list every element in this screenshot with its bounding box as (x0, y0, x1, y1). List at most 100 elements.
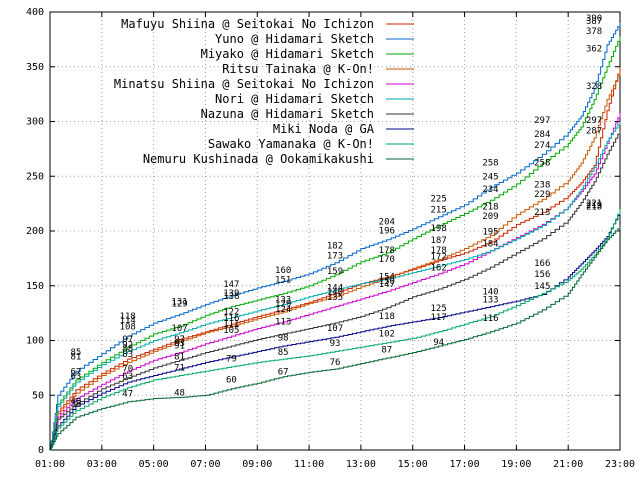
legend-label-0: Mafuyu Shiina @ Seitokai No Ichizon (121, 17, 374, 31)
data-label: 91 (174, 341, 185, 351)
data-label: 93 (174, 339, 185, 349)
data-label: 159 (327, 267, 343, 277)
data-label: 85 (70, 348, 81, 358)
y-tick-label: 200 (26, 226, 44, 237)
legend-label-4: Minatsu Shiina @ Seitokai No Ichizon (114, 77, 374, 91)
data-label: 209 (482, 212, 498, 222)
y-tick-label: 50 (32, 390, 44, 401)
data-label: 154 (379, 272, 395, 282)
legend-label-5: Nori @ Hidamari Sketch (215, 92, 374, 106)
data-label: 125 (431, 304, 447, 314)
series-line-7 (50, 211, 621, 451)
data-label: 218 (586, 202, 602, 212)
data-label: 111 (223, 319, 239, 329)
data-label: 258 (534, 158, 550, 168)
data-label: 67 (70, 368, 81, 378)
legend-label-7: Miki Noda @ GA (273, 122, 375, 136)
data-label: 140 (327, 288, 343, 298)
x-tick-label: 23:00 (605, 459, 635, 470)
data-label: 182 (327, 242, 343, 252)
data-label: 79 (226, 354, 237, 364)
x-tick-label: 19:00 (501, 459, 531, 470)
data-label: 144 (327, 283, 343, 293)
data-label: 150 (379, 277, 395, 287)
data-label: 98 (278, 334, 289, 344)
y-tick-label: 0 (38, 445, 44, 456)
x-tick-label: 11:00 (294, 459, 324, 470)
x-tick-label: 05:00 (139, 459, 169, 470)
legend-label-1: Yuno @ Hidamari Sketch (215, 32, 374, 46)
data-label: 85 (278, 348, 289, 358)
data-label: 102 (379, 329, 395, 339)
data-label: 93 (330, 339, 341, 349)
data-label: 225 (431, 195, 447, 205)
data-label: 173 (327, 252, 343, 262)
data-label: 362 (586, 45, 602, 55)
data-label: 87 (381, 346, 392, 356)
data-label: 40 (70, 397, 81, 407)
data-label: 139 (223, 289, 239, 299)
data-label: 198 (431, 224, 447, 234)
x-tick-label: 13:00 (346, 459, 376, 470)
data-label: 162 (431, 264, 447, 274)
data-label: 97 (174, 335, 185, 345)
y-tick-label: 100 (26, 336, 44, 347)
data-label: 113 (275, 317, 291, 327)
data-label: 133 (275, 295, 291, 305)
data-label: 178 (379, 246, 395, 256)
legend-label-2: Miyako @ Hidamari Sketch (201, 47, 374, 61)
data-label: 117 (431, 313, 447, 323)
data-label: 184 (482, 240, 498, 250)
data-label: 147 (379, 280, 395, 290)
series-line-8 (50, 209, 621, 451)
data-label: 297 (586, 116, 602, 126)
data-label: 145 (534, 282, 550, 292)
data-label: 133 (482, 295, 498, 305)
data-label: 71 (174, 363, 185, 373)
data-label: 195 (482, 227, 498, 237)
data-label: 136 (223, 292, 239, 302)
data-label: 60 (226, 375, 237, 385)
series-line-3 (50, 71, 621, 451)
data-label: 221 (586, 199, 602, 209)
data-label: 107 (327, 324, 343, 334)
data-label: 178 (431, 246, 447, 256)
data-label: 258 (482, 158, 498, 168)
data-label: 166 (534, 259, 550, 269)
data-label: 97 (122, 335, 133, 345)
legend-label-9: Nemuru Kushinada @ Ookamikakushi (143, 152, 374, 166)
data-label: 118 (379, 312, 395, 322)
series-line-6 (50, 130, 621, 451)
data-label: 81 (174, 352, 185, 362)
data-label: 131 (171, 298, 187, 308)
data-label: 204 (379, 218, 395, 228)
series-line-2 (50, 36, 621, 451)
series-line-0 (50, 66, 621, 451)
series-line-5 (50, 121, 621, 451)
data-label: 129 (275, 300, 291, 310)
legend-label-8: Sawako Yamanaka @ K-On! (208, 137, 374, 151)
data-label: 105 (223, 326, 239, 336)
x-tick-label: 21:00 (553, 459, 583, 470)
data-label: 172 (431, 253, 447, 263)
data-label: 81 (70, 352, 81, 362)
y-tick-label: 250 (26, 171, 44, 182)
data-label: 92 (122, 340, 133, 350)
y-tick-label: 350 (26, 62, 44, 73)
data-label: 284 (534, 130, 550, 140)
data-label: 245 (482, 173, 498, 183)
data-label: 116 (223, 314, 239, 324)
x-tick-label: 01:00 (35, 459, 65, 470)
data-label: 140 (482, 288, 498, 298)
data-label: 187 (431, 236, 447, 246)
data-label: 213 (534, 208, 550, 218)
data-label: 70 (122, 364, 133, 374)
data-label: 88 (122, 345, 133, 355)
data-label: 218 (482, 202, 498, 212)
data-label: 129 (171, 300, 187, 310)
data-label: 63 (122, 372, 133, 382)
data-label: 94 (433, 338, 444, 348)
legend-label-3: Ritsu Tainaka @ K-On! (222, 62, 374, 76)
data-label: 297 (534, 116, 550, 126)
